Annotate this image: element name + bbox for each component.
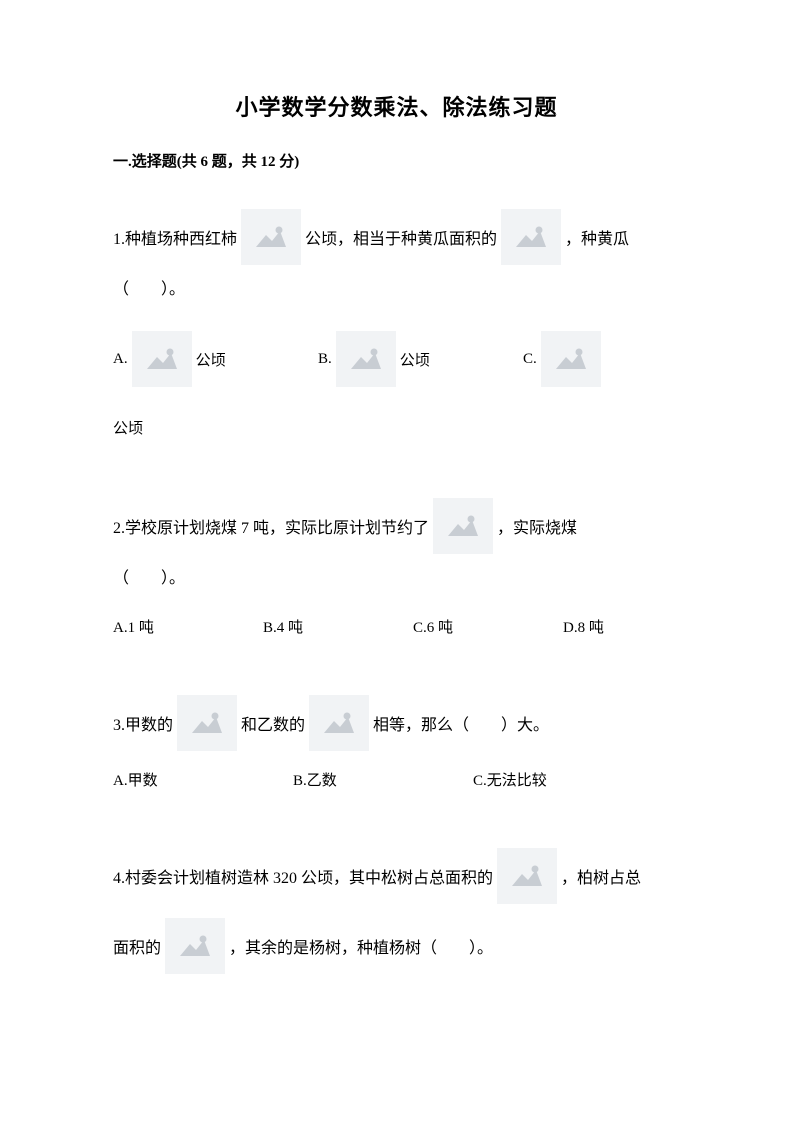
q4-text-part1: 4.村委会计划植树造林 320 公顷，其中松树占总面积的 — [113, 864, 493, 888]
q2-option-b: B.4 吨 — [263, 616, 413, 637]
fraction-placeholder-icon — [165, 918, 225, 974]
q1-option-a: A. 公顷 — [113, 331, 318, 387]
fraction-placeholder-icon — [541, 331, 601, 387]
q1-option-b: B. 公顷 — [318, 331, 523, 387]
q2-text-part1: 2.学校原计划烧煤 7 吨，实际比原计划节约了 — [113, 514, 429, 538]
q2-blank: （ ）。 — [113, 570, 185, 587]
q1-opt-c-label: C. — [523, 351, 537, 368]
q1-options: A. 公顷 B. 公顷 C. — [113, 331, 680, 387]
q1-blank-line: （ ）。 — [113, 275, 680, 299]
fraction-placeholder-icon — [241, 209, 301, 265]
question-2: 2.学校原计划烧煤 7 吨，实际比原计划节约了 ，实际烧煤 （ ）。 A.1 吨… — [113, 498, 680, 637]
q1-opt-a-label: A. — [113, 351, 128, 368]
q4-text-part3a: 面积的 — [113, 934, 161, 958]
q1-text-part3: ，种黄瓜 — [565, 225, 629, 249]
q1-blank: （ ）。 — [113, 281, 185, 298]
fraction-placeholder-icon — [177, 695, 237, 751]
q3-text-part1: 3.甲数的 — [113, 711, 173, 735]
q3-option-c: C.无法比较 — [473, 769, 547, 790]
question-3-text: 3.甲数的 和乙数的 相等，那么（ ）大。 — [113, 695, 680, 751]
q3-option-a: A.甲数 — [113, 769, 293, 790]
question-4-text-line2: 面积的 ，其余的是杨树，种植杨树（ ）。 — [113, 918, 680, 974]
page-title: 小学数学分数乘法、除法练习题 — [113, 90, 680, 122]
q1-option-c: C. — [523, 331, 605, 387]
q2-option-c: C.6 吨 — [413, 616, 563, 637]
fraction-placeholder-icon — [336, 331, 396, 387]
question-1: 1.种植场种西红柿 公顷，相当于种黄瓜面积的 ，种黄瓜 （ ）。 A. 公顷 B… — [113, 209, 680, 438]
fraction-placeholder-icon — [132, 331, 192, 387]
q2-text-part2: ，实际烧煤 — [497, 514, 577, 538]
q1-opt-b-unit: 公顷 — [400, 349, 430, 370]
q1-text-part2: 公顷，相当于种黄瓜面积的 — [305, 225, 497, 249]
q1-text-part1: 1.种植场种西红柿 — [113, 225, 237, 249]
question-4: 4.村委会计划植树造林 320 公顷，其中松树占总面积的 ，柏树占总 面积的 ，… — [113, 848, 680, 974]
question-2-text: 2.学校原计划烧煤 7 吨，实际比原计划节约了 ，实际烧煤 — [113, 498, 680, 554]
fraction-placeholder-icon — [501, 209, 561, 265]
fraction-placeholder-icon — [433, 498, 493, 554]
q3-text-part3: 相等，那么（ ）大。 — [373, 711, 549, 735]
q2-blank-line: （ ）。 — [113, 564, 680, 588]
q1-opt-a-unit: 公顷 — [196, 349, 226, 370]
fraction-placeholder-icon — [497, 848, 557, 904]
q1-opt-b-label: B. — [318, 351, 332, 368]
q3-option-b: B.乙数 — [293, 769, 473, 790]
q4-text-part2: ，柏树占总 — [561, 864, 641, 888]
q1-trailing-unit: 公顷 — [113, 417, 680, 438]
question-3: 3.甲数的 和乙数的 相等，那么（ ）大。 A.甲数 B.乙数 C.无法比较 — [113, 695, 680, 790]
question-4-text-line1: 4.村委会计划植树造林 320 公顷，其中松树占总面积的 ，柏树占总 — [113, 848, 680, 904]
question-1-text: 1.种植场种西红柿 公顷，相当于种黄瓜面积的 ，种黄瓜 — [113, 209, 680, 265]
q2-options: A.1 吨 B.4 吨 C.6 吨 D.8 吨 — [113, 616, 680, 637]
fraction-placeholder-icon — [309, 695, 369, 751]
q2-option-d: D.8 吨 — [563, 616, 604, 637]
q2-option-a: A.1 吨 — [113, 616, 263, 637]
q3-text-part2: 和乙数的 — [241, 711, 305, 735]
section-header: 一.选择题(共 6 题，共 12 分) — [113, 150, 680, 171]
q4-text-part3b: ，其余的是杨树，种植杨树（ ）。 — [229, 934, 493, 958]
q3-options: A.甲数 B.乙数 C.无法比较 — [113, 769, 680, 790]
